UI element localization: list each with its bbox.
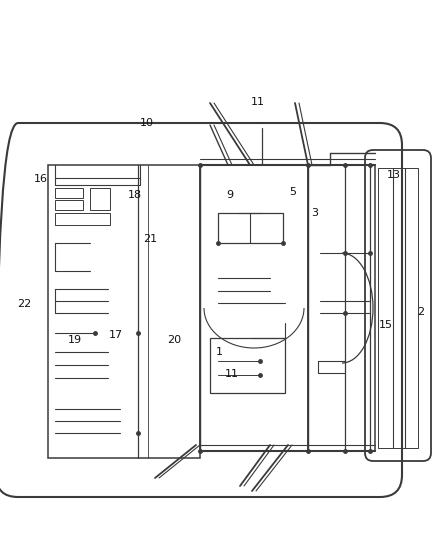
Text: 19: 19 <box>68 335 82 345</box>
Bar <box>378 168 418 448</box>
Text: 18: 18 <box>128 190 142 199</box>
Bar <box>48 165 200 458</box>
Text: 11: 11 <box>225 369 239 379</box>
Text: 22: 22 <box>17 299 31 309</box>
Text: 9: 9 <box>226 190 233 199</box>
Text: 20: 20 <box>167 335 181 345</box>
Bar <box>55 213 110 225</box>
Text: 3: 3 <box>311 208 318 218</box>
Text: 21: 21 <box>143 234 157 244</box>
Text: 16: 16 <box>34 174 48 183</box>
Text: 5: 5 <box>289 187 296 197</box>
Text: 13: 13 <box>387 170 401 180</box>
Text: 2: 2 <box>417 307 424 317</box>
Bar <box>55 188 83 198</box>
Bar <box>308 165 375 451</box>
Bar <box>200 165 308 451</box>
Text: 10: 10 <box>140 118 154 127</box>
Text: 1: 1 <box>215 347 223 357</box>
Text: 17: 17 <box>109 330 123 340</box>
Text: 11: 11 <box>251 98 265 107</box>
Bar <box>210 338 285 393</box>
Bar <box>218 213 283 243</box>
Bar <box>55 200 83 210</box>
Bar <box>90 188 110 210</box>
Text: 15: 15 <box>379 320 393 330</box>
